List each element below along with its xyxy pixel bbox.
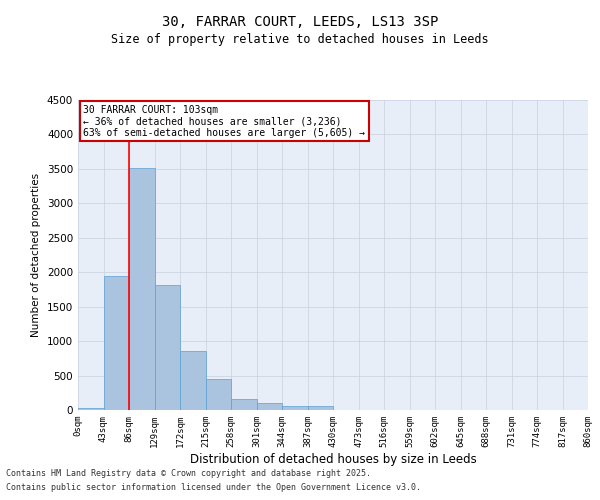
Bar (231, 400, 257, 410)
X-axis label: Distribution of detached houses by size in Leeds: Distribution of detached houses by size … (190, 452, 476, 466)
Bar (180, 351, 205, 410)
Text: 30, FARRAR COURT, LEEDS, LS13 3SP: 30, FARRAR COURT, LEEDS, LS13 3SP (162, 15, 438, 29)
Text: Contains HM Land Registry data © Crown copyright and database right 2025.: Contains HM Land Registry data © Crown c… (6, 468, 371, 477)
Text: Size of property relative to detached houses in Leeds: Size of property relative to detached ho… (111, 32, 489, 46)
Y-axis label: Number of detached properties: Number of detached properties (31, 173, 41, 337)
Bar (282, 406, 308, 410)
Bar (308, 406, 333, 410)
Text: Contains public sector information licensed under the Open Government Licence v3: Contains public sector information licen… (6, 484, 421, 492)
Text: 30 FARRAR COURT: 103sqm
← 36% of detached houses are smaller (3,236)
63% of semi: 30 FARRAR COURT: 103sqm ← 36% of detache… (83, 104, 365, 138)
Bar (78, 408, 104, 410)
Bar (155, 284, 180, 410)
Bar (257, 403, 282, 410)
Bar (104, 276, 129, 410)
Bar (205, 379, 231, 410)
Bar (129, 168, 155, 410)
